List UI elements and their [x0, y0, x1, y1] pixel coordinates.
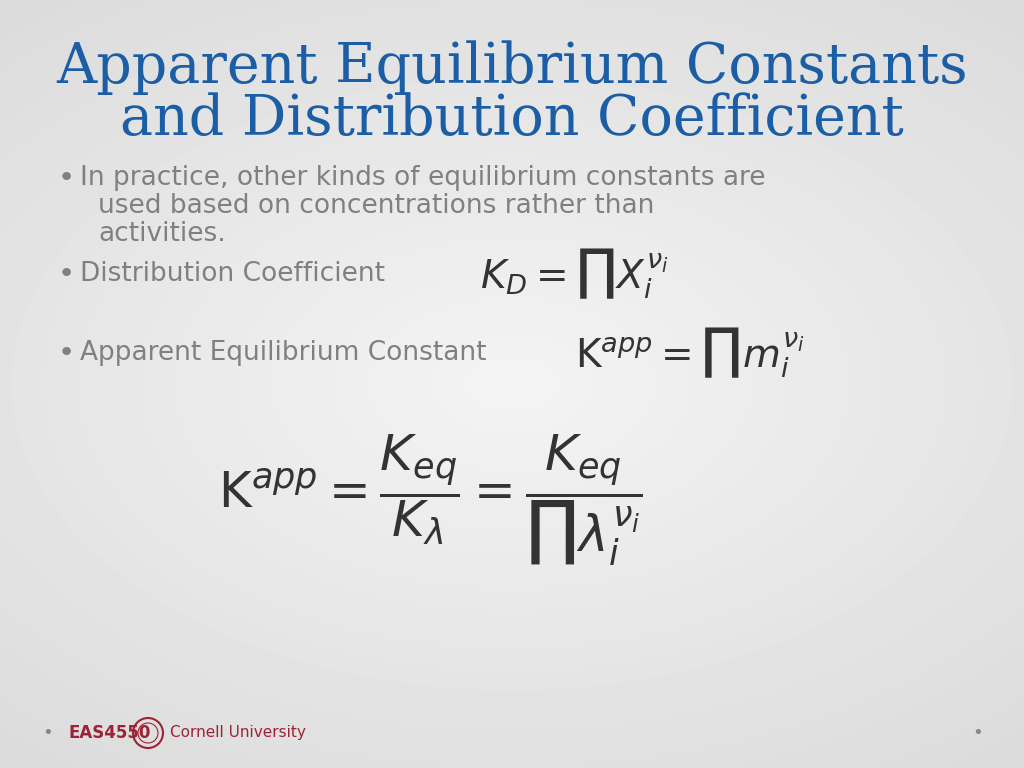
Text: $\mathrm{K}^{app} = \dfrac{K_{eq}}{K_{\lambda}} = \dfrac{K_{eq}}{\prod \lambda_{: $\mathrm{K}^{app} = \dfrac{K_{eq}}{K_{\l…: [217, 432, 642, 568]
Text: $\mathrm{K}^{app} = \prod m_{i}^{\nu_{i}}$: $\mathrm{K}^{app} = \prod m_{i}^{\nu_{i}…: [575, 326, 805, 380]
Text: •: •: [973, 724, 983, 742]
Text: •: •: [58, 260, 75, 288]
Text: activities.: activities.: [98, 221, 225, 247]
Text: In practice, other kinds of equilibrium constants are: In practice, other kinds of equilibrium …: [80, 165, 766, 191]
Text: Cornell University: Cornell University: [170, 726, 306, 740]
Text: Distribution Coefficient: Distribution Coefficient: [80, 261, 385, 287]
Text: used based on concentrations rather than: used based on concentrations rather than: [98, 193, 654, 219]
Text: Apparent Equilibrium Constant: Apparent Equilibrium Constant: [80, 340, 486, 366]
Text: •: •: [43, 724, 53, 742]
Text: •: •: [58, 164, 75, 192]
Text: $K_{D} = \prod X_{i}^{\nu_{i}}$: $K_{D} = \prod X_{i}^{\nu_{i}}$: [480, 247, 669, 301]
Text: EAS4550: EAS4550: [68, 724, 151, 742]
Text: •: •: [58, 339, 75, 367]
Text: Apparent Equilibrium Constants: Apparent Equilibrium Constants: [56, 41, 968, 95]
Text: and Distribution Coefficient: and Distribution Coefficient: [120, 93, 904, 147]
